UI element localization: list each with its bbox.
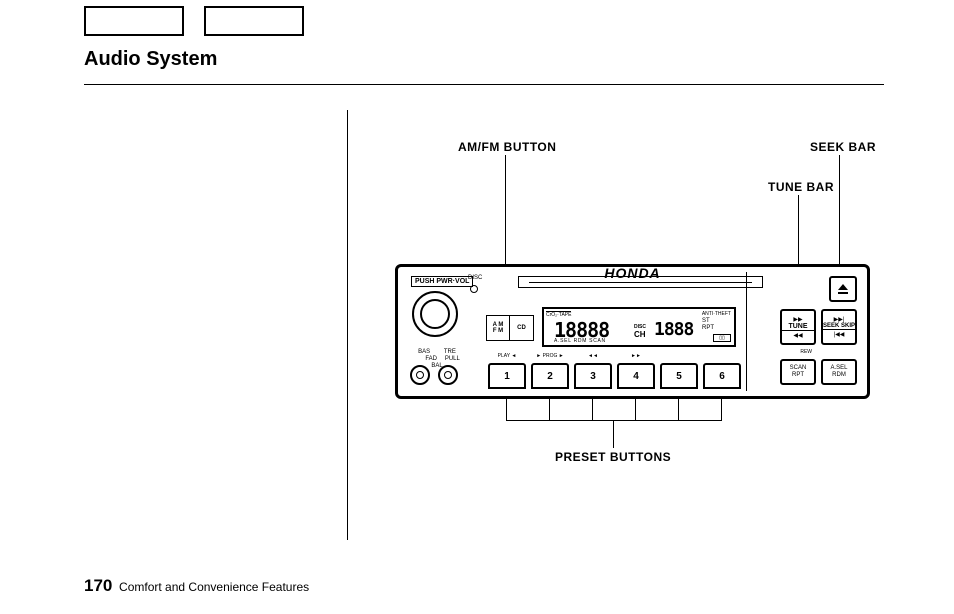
tune-bar[interactable]: ▶▶ TUNE ◀◀ xyxy=(780,309,816,345)
page-number: 170 xyxy=(84,576,112,595)
preset-button-2[interactable]: 2 xyxy=(531,363,569,389)
callout-seek-label: SEEK BAR xyxy=(810,140,876,154)
bass-fader-knob[interactable] xyxy=(410,365,430,385)
title-rule xyxy=(84,84,884,85)
callout-presets-label: PRESET BUTTONS xyxy=(555,450,671,464)
rew-label: REW xyxy=(800,349,812,355)
seek-bar[interactable]: ▶▶| SEEK SKIP |◀◀ xyxy=(821,309,857,345)
fad-label: FAD xyxy=(419,356,443,363)
cd-half: CD xyxy=(510,316,533,340)
preset-button-4[interactable]: 4 xyxy=(617,363,655,389)
pull-label: PULL xyxy=(445,356,455,363)
eject-button[interactable] xyxy=(829,276,857,302)
page-title: Audio System xyxy=(84,48,217,71)
preset-button-6[interactable]: 6 xyxy=(703,363,741,389)
power-volume-knob[interactable] xyxy=(412,291,458,337)
scan-rpt-button[interactable]: SCAN RPT xyxy=(780,359,816,385)
amfm-cd-button[interactable]: A M F M CD xyxy=(486,315,534,341)
preset-button-5[interactable]: 5 xyxy=(660,363,698,389)
disc-label: DISC xyxy=(468,275,482,281)
header-box-2 xyxy=(204,6,304,36)
leader-preset-drop xyxy=(613,420,614,448)
preset-top-labels: PLAY ◄ ► PROG ► ◄◄ ►► xyxy=(488,353,741,359)
callout-amfm-label: AM/FM BUTTON xyxy=(458,140,556,154)
leader-preset-join xyxy=(506,420,722,421)
unit-divider xyxy=(746,272,747,391)
cd-slot[interactable] xyxy=(518,276,763,288)
tape-indicator: CrO₂·TAPE xyxy=(546,311,571,318)
tune-seek-bar-group: ▶▶ TUNE ◀◀ ▶▶| SEEK SKIP |◀◀ xyxy=(780,309,857,345)
chapter-name: Comfort and Convenience Features xyxy=(119,580,309,594)
header-box-1 xyxy=(84,6,184,36)
preset-button-row: 1 2 3 4 5 6 xyxy=(488,363,741,389)
display-sub-digits: 1888 xyxy=(654,319,693,340)
radio-lcd-display: CrO₂·TAPE ANTI·THEFT 18888 DISC CH 1888 … xyxy=(542,307,736,347)
antitheft-indicator: ANTI·THEFT xyxy=(702,311,731,317)
tre-label: TRE xyxy=(438,349,462,356)
amfm-half: A M F M xyxy=(487,316,510,340)
callout-tune-label: TUNE BAR xyxy=(768,180,834,194)
eject-icon xyxy=(837,283,849,295)
display-mode-row: A.SEL RDM SCAN xyxy=(554,338,606,344)
bas-label: BAS xyxy=(412,349,436,356)
power-volume-label: PUSH PWR·VOL xyxy=(411,276,473,287)
preset-button-3[interactable]: 3 xyxy=(574,363,612,389)
header-blank-boxes xyxy=(84,6,304,36)
page-footer: 170 Comfort and Convenience Features xyxy=(84,576,309,596)
disc-led-icon xyxy=(470,285,478,293)
scan-asel-group: SCAN RPT A.SEL RDM xyxy=(780,359,857,385)
display-ch-label: DISC CH xyxy=(634,324,646,339)
preset-button-1[interactable]: 1 xyxy=(488,363,526,389)
asel-rdm-button[interactable]: A.SEL RDM xyxy=(821,359,857,385)
cd-logo-icon: ▯▯ xyxy=(713,334,731,342)
display-st-rpt: ST RPT xyxy=(702,318,714,332)
column-separator xyxy=(347,110,348,540)
car-radio-unit: HONDA PUSH PWR·VOL DISC BAS TRE FAD PULL… xyxy=(395,264,870,399)
treble-balance-knob[interactable] xyxy=(438,365,458,385)
